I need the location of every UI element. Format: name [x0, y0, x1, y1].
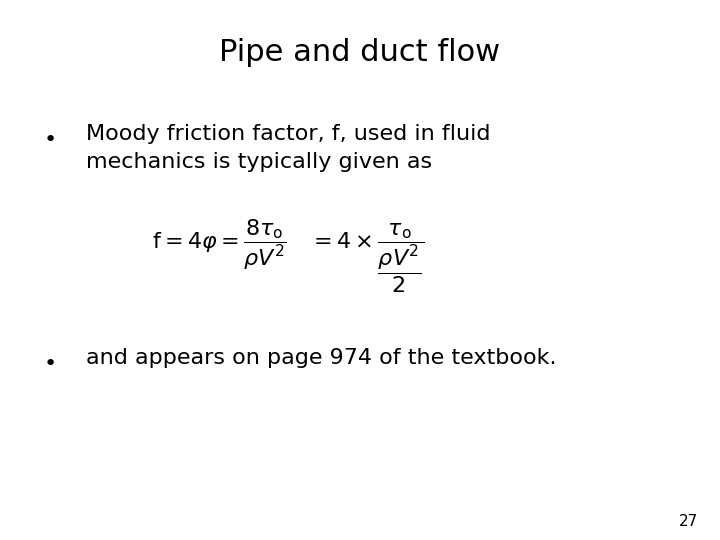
Text: •: •: [44, 130, 57, 150]
Text: •: •: [44, 354, 57, 374]
Text: 27: 27: [679, 514, 698, 529]
Text: $\mathrm{f} = 4\varphi = \dfrac{8\tau_{\mathrm{o}}}{\rho V^{2}} \quad = 4 \times: $\mathrm{f} = 4\varphi = \dfrac{8\tau_{\…: [152, 218, 424, 295]
Text: and appears on page 974 of the textbook.: and appears on page 974 of the textbook.: [86, 348, 557, 368]
Text: Moody friction factor, f, used in fluid
mechanics is typically given as: Moody friction factor, f, used in fluid …: [86, 124, 491, 172]
Text: Pipe and duct flow: Pipe and duct flow: [220, 38, 500, 67]
